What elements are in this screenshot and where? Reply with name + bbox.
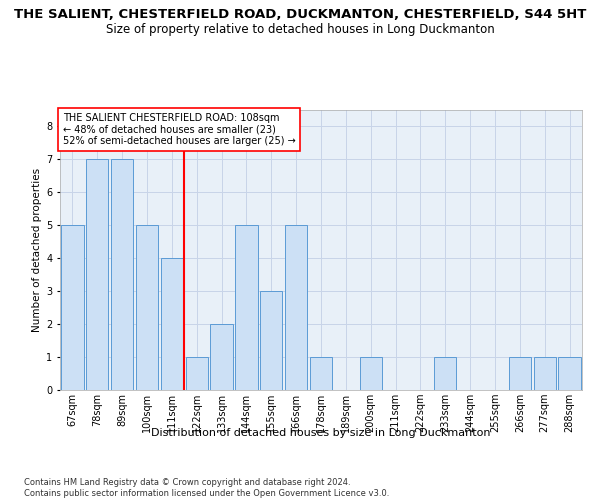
- Bar: [136, 226, 158, 390]
- Text: THE SALIENT CHESTERFIELD ROAD: 108sqm
← 48% of detached houses are smaller (23)
: THE SALIENT CHESTERFIELD ROAD: 108sqm ← …: [62, 113, 295, 146]
- Bar: [86, 160, 109, 390]
- Text: Contains HM Land Registry data © Crown copyright and database right 2024.
Contai: Contains HM Land Registry data © Crown c…: [24, 478, 389, 498]
- Bar: [185, 357, 208, 390]
- Text: Size of property relative to detached houses in Long Duckmanton: Size of property relative to detached ho…: [106, 22, 494, 36]
- Bar: [434, 357, 457, 390]
- Bar: [285, 226, 307, 390]
- Bar: [559, 357, 581, 390]
- Text: Distribution of detached houses by size in Long Duckmanton: Distribution of detached houses by size …: [151, 428, 491, 438]
- Bar: [61, 226, 83, 390]
- Bar: [533, 357, 556, 390]
- Bar: [359, 357, 382, 390]
- Bar: [111, 160, 133, 390]
- Bar: [509, 357, 531, 390]
- Bar: [161, 258, 183, 390]
- Bar: [235, 226, 257, 390]
- Y-axis label: Number of detached properties: Number of detached properties: [32, 168, 42, 332]
- Bar: [211, 324, 233, 390]
- Bar: [260, 291, 283, 390]
- Bar: [310, 357, 332, 390]
- Text: THE SALIENT, CHESTERFIELD ROAD, DUCKMANTON, CHESTERFIELD, S44 5HT: THE SALIENT, CHESTERFIELD ROAD, DUCKMANT…: [14, 8, 586, 20]
